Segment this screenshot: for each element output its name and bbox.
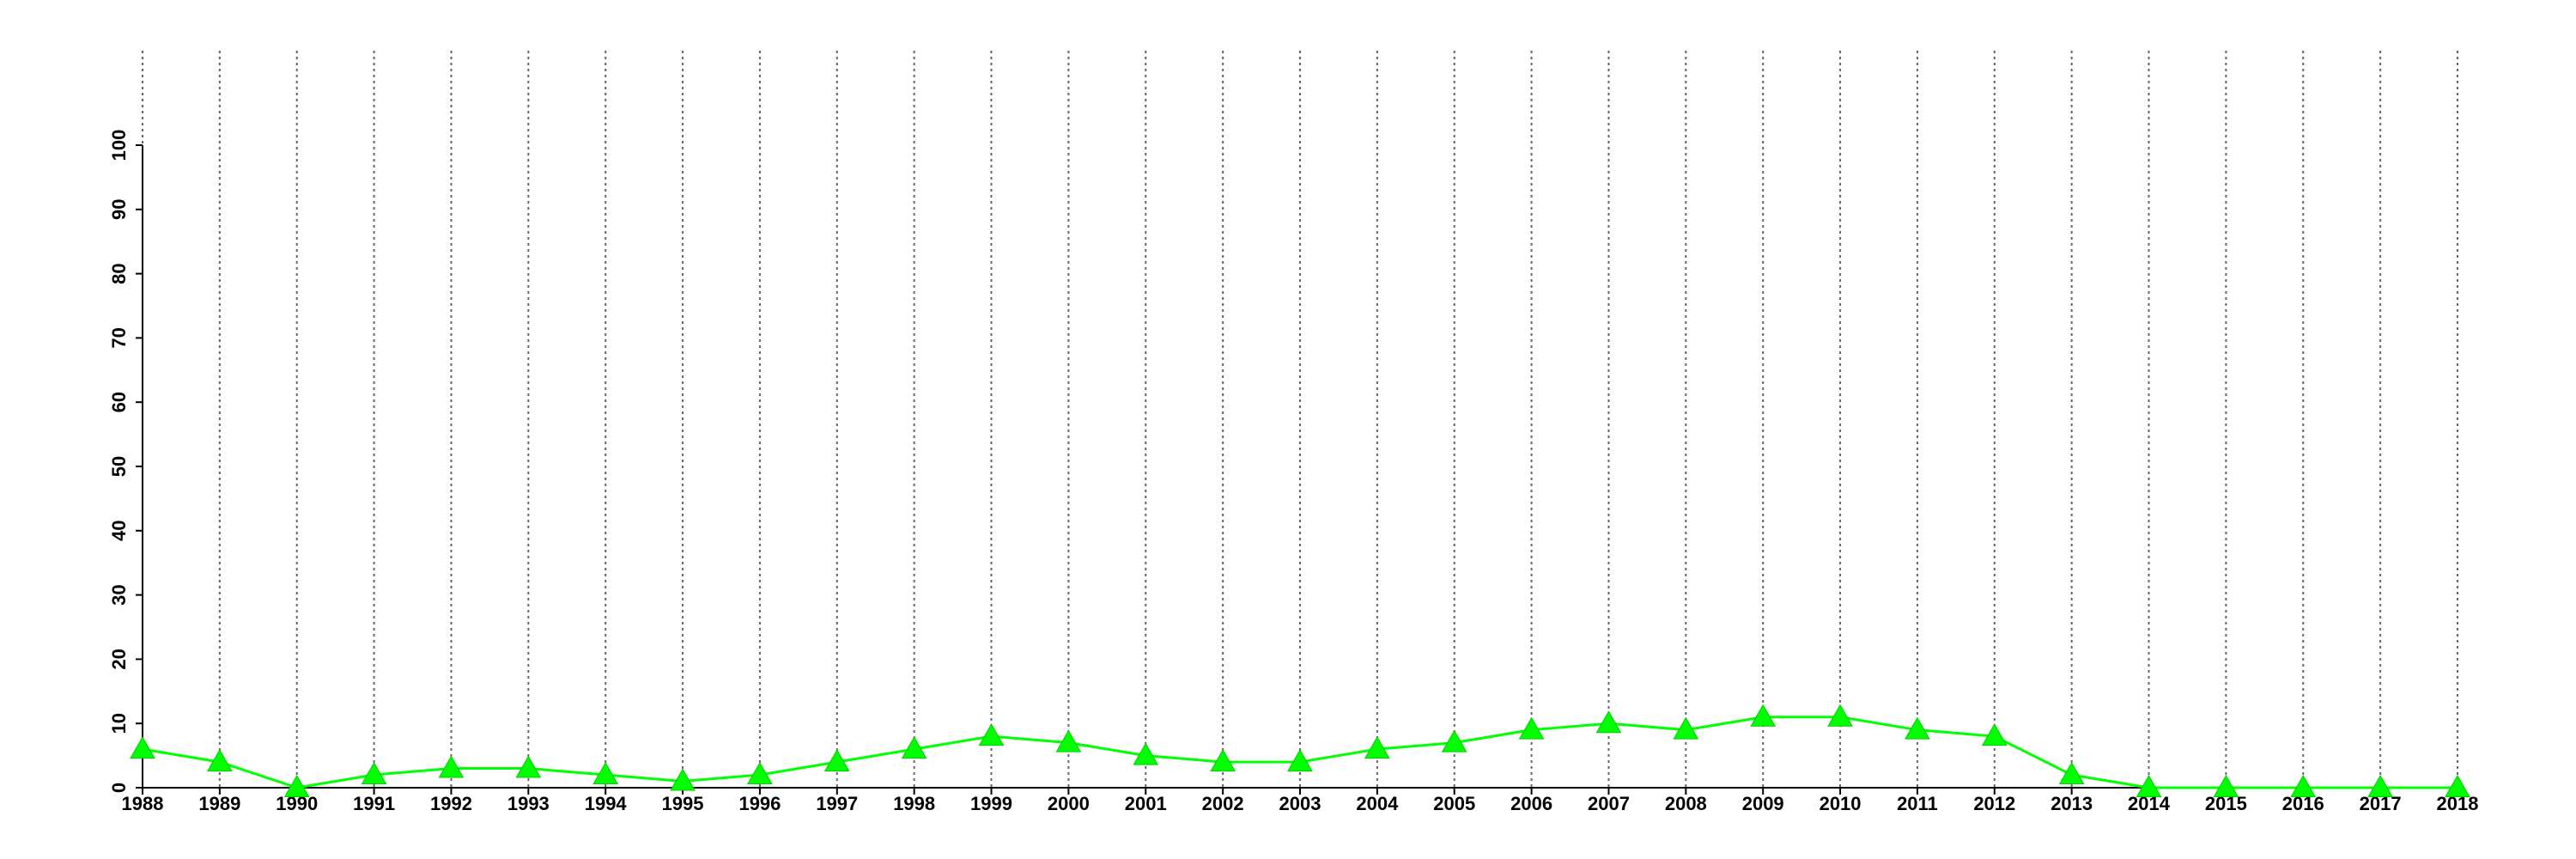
x-tick-label: 2013 <box>2050 793 2093 814</box>
x-tick-label: 2008 <box>1665 793 1707 814</box>
marker <box>1673 716 1699 740</box>
x-tick-label: 1992 <box>430 793 472 814</box>
x-tick-label: 1999 <box>970 793 1012 814</box>
marker <box>1210 749 1236 772</box>
marker <box>901 736 927 759</box>
x-tick-label: 1993 <box>507 793 550 814</box>
x-tick-label: 2009 <box>1742 793 1784 814</box>
x-tick-label: 2004 <box>1356 793 1399 814</box>
marker <box>515 755 542 778</box>
x-tick-label: 1995 <box>662 793 704 814</box>
y-tick-label: 40 <box>108 521 130 541</box>
marker <box>2213 774 2239 797</box>
marker <box>1055 729 1082 752</box>
marker <box>747 762 773 785</box>
x-tick-label: 1988 <box>122 793 164 814</box>
y-tick-label: 100 <box>108 130 130 161</box>
y-tick-label: 10 <box>108 713 130 734</box>
x-tick-label: 2003 <box>1279 793 1321 814</box>
x-tick-label: 2007 <box>1588 793 1630 814</box>
y-tick-label: 50 <box>108 456 130 477</box>
y-tick-label: 20 <box>108 649 130 669</box>
marker <box>2367 774 2393 797</box>
x-tick-label: 2005 <box>1433 793 1475 814</box>
x-tick-label: 1998 <box>893 793 935 814</box>
y-tick-label: 90 <box>108 199 130 220</box>
marker <box>670 768 696 791</box>
y-tick-label: 70 <box>108 327 130 348</box>
marker <box>1441 729 1467 752</box>
x-tick-label: 2010 <box>1820 793 1862 814</box>
marker <box>130 736 155 759</box>
x-tick-label: 1994 <box>585 793 628 814</box>
marker <box>207 749 233 772</box>
x-tick-label: 1991 <box>353 793 395 814</box>
marker <box>1364 736 1390 759</box>
marker <box>438 755 465 778</box>
marker <box>1133 742 1159 765</box>
marker <box>2136 774 2162 797</box>
x-tick-label: 2002 <box>1202 793 1244 814</box>
marker <box>1595 710 1622 734</box>
marker <box>1827 704 1853 727</box>
marker <box>1981 723 2008 746</box>
x-tick-label: 2012 <box>1973 793 2015 814</box>
marker <box>1750 704 1777 727</box>
y-tick-label: 80 <box>108 263 130 283</box>
y-tick-label: 0 <box>108 783 130 793</box>
marker <box>1518 716 1545 740</box>
marker <box>283 774 310 797</box>
x-tick-label: 1997 <box>816 793 858 814</box>
marker <box>1905 716 1930 740</box>
y-tick-label: 30 <box>108 584 130 605</box>
x-tick-label: 2011 <box>1897 793 1938 814</box>
marker <box>2058 762 2085 785</box>
marker <box>1287 749 1313 772</box>
x-tick-label: 2000 <box>1048 793 1090 814</box>
marker <box>592 762 619 785</box>
y-tick-label: 60 <box>108 392 130 412</box>
marker <box>2290 774 2317 797</box>
marker <box>2445 774 2470 797</box>
marker <box>823 749 850 772</box>
x-tick-label: 2006 <box>1510 793 1552 814</box>
marker <box>361 762 387 785</box>
x-tick-label: 2001 <box>1125 793 1167 814</box>
marker <box>978 723 1005 746</box>
x-tick-label: 1996 <box>738 793 781 814</box>
x-tick-label: 1989 <box>198 793 240 814</box>
